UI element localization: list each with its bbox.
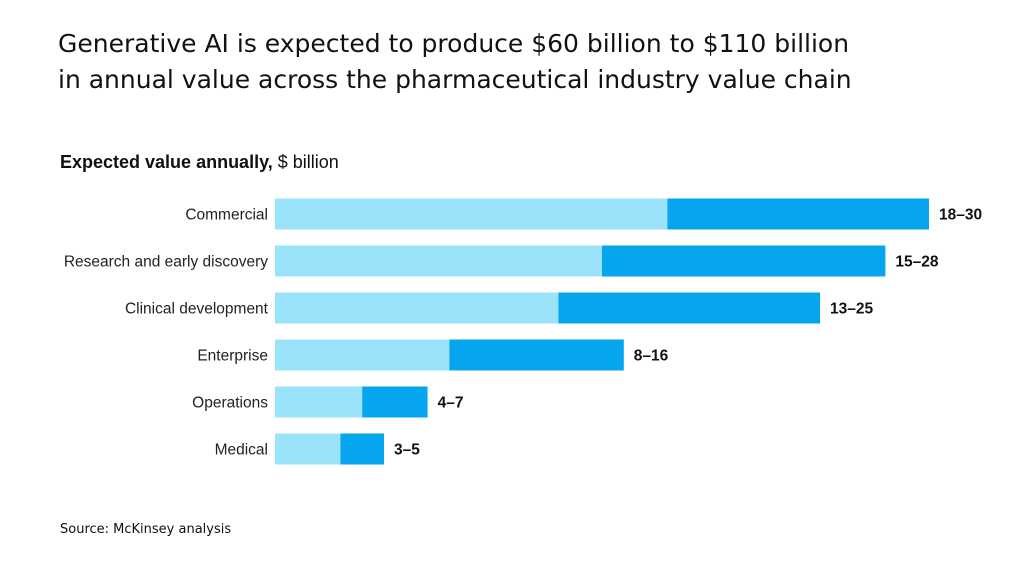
chart-title-line-1: Generative AI is expected to produce $60… — [58, 29, 850, 58]
bar-high-operations — [362, 386, 428, 418]
value-label-research-and-early-discovery: 15–28 — [895, 254, 938, 271]
bar-low-operations — [275, 386, 363, 418]
chart-subtitle: Expected value annually, $ billion — [60, 152, 339, 173]
bar-high-clinical-development — [558, 292, 820, 324]
chart-title-line-2: in annual value across the pharmaceutica… — [58, 65, 852, 94]
bar-high-commercial — [667, 198, 929, 230]
category-label-clinical-development: Clinical development — [125, 301, 269, 318]
value-label-enterprise: 8–16 — [634, 348, 669, 365]
bar-low-clinical-development — [275, 292, 559, 324]
bar-low-medical — [275, 433, 341, 465]
bar-high-enterprise — [449, 339, 624, 371]
category-label-operations: Operations — [192, 395, 268, 412]
bar-high-research-and-early-discovery — [602, 245, 886, 277]
category-label-medical: Medical — [215, 442, 268, 459]
value-label-operations: 4–7 — [438, 395, 464, 412]
chart-title: Generative AI is expected to produce $60… — [58, 26, 958, 98]
subtitle-unit: $ billion — [272, 152, 339, 172]
value-label-clinical-development: 13–25 — [830, 301, 873, 318]
bar-low-research-and-early-discovery — [275, 245, 602, 277]
category-label-enterprise: Enterprise — [197, 348, 268, 365]
category-label-commercial: Commercial — [185, 207, 268, 224]
subtitle-bold: Expected value annually, — [60, 152, 273, 172]
source-note: Source: McKinsey analysis — [60, 522, 232, 537]
value-label-medical: 3–5 — [394, 442, 420, 459]
category-label-research-and-early-discovery: Research and early discovery — [64, 254, 268, 271]
bar-low-commercial — [275, 198, 668, 230]
bar-high-medical — [340, 433, 384, 465]
value-label-commercial: 18–30 — [939, 207, 982, 224]
bar-low-enterprise — [275, 339, 450, 371]
